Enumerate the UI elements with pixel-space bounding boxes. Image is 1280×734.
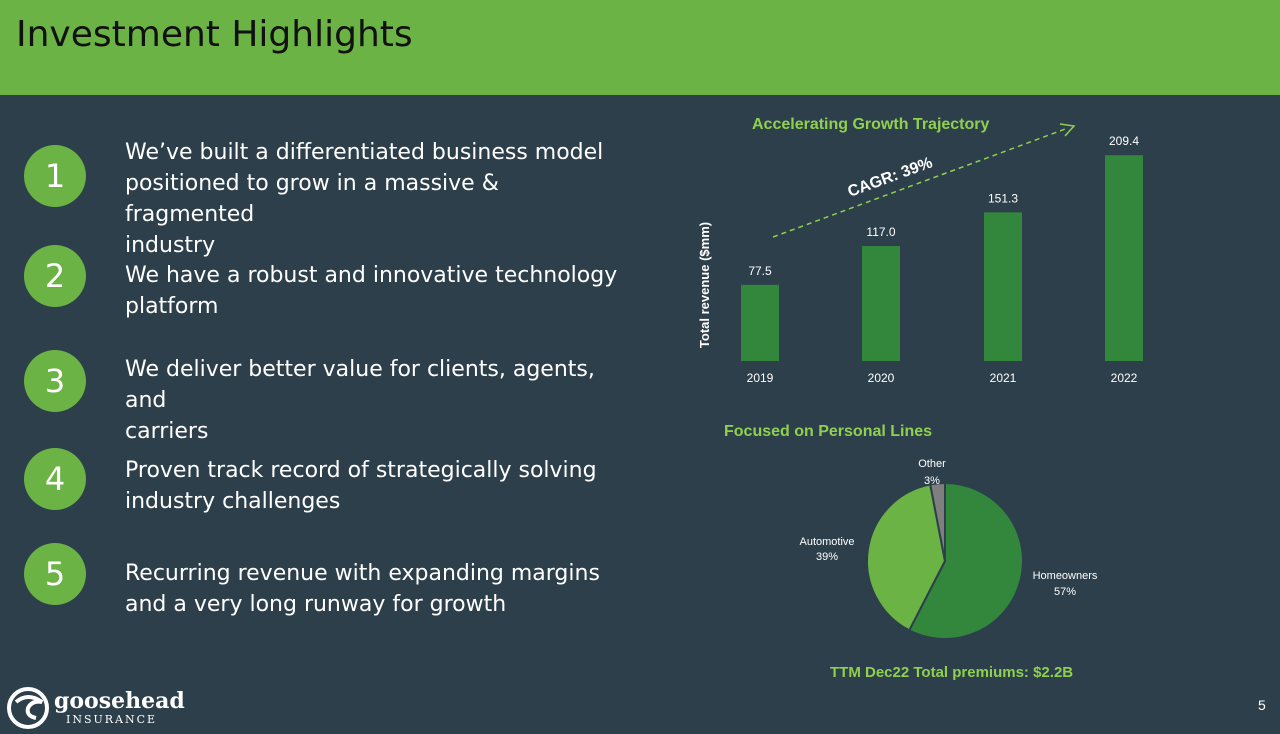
- bar-value-label: 117.0: [866, 225, 895, 239]
- highlight-number-badge: 2: [24, 245, 86, 307]
- bar-value-label: 77.5: [748, 264, 772, 278]
- x-tick-label: 2019: [747, 371, 774, 385]
- highlight-number-badge: 4: [24, 448, 86, 510]
- x-tick-labels: 2019 2020 2021 2022: [747, 371, 1138, 385]
- slice-label-automotive: Automotive: [799, 536, 854, 548]
- slice-pct-automotive: 39%: [816, 551, 838, 563]
- goose-logo-icon: [7, 687, 49, 729]
- pie-footnote: TTM Dec22 Total premiums: $2.2B: [830, 664, 1074, 681]
- slice-label-homeowners: Homeowners: [1033, 570, 1098, 582]
- y-axis-label: Total revenue ($mm): [697, 222, 712, 348]
- revenue-bar-chart: Total revenue ($mm) 2019 2020 2021 2022 77.…: [697, 123, 1143, 385]
- slice-label-other: Other: [918, 458, 946, 470]
- slice-pct-other: 3%: [924, 475, 940, 487]
- cagr-arrow-line: [772, 127, 1069, 238]
- highlight-item: 1 We’ve built a differentiated business …: [24, 140, 644, 258]
- bar-2020: [862, 246, 900, 361]
- highlight-item: 3 We deliver better value for clients, a…: [24, 350, 644, 444]
- highlight-item: 5 Recurring revenue with expanding margi…: [24, 543, 644, 623]
- x-tick-label: 2020: [868, 371, 895, 385]
- highlight-number-badge: 5: [24, 543, 86, 605]
- highlight-text: Recurring revenue with expanding margins…: [125, 561, 600, 617]
- highlight-text: Proven track record of strategically sol…: [125, 458, 597, 514]
- pie-chart-title: Focused on Personal Lines: [724, 423, 933, 440]
- bar-series: [741, 155, 1143, 361]
- bar-value-label: 151.3: [988, 191, 1018, 205]
- x-tick-label: 2021: [990, 371, 1017, 385]
- pie-slice-homeowners: [907, 481, 1024, 640]
- x-tick-label: 2022: [1111, 371, 1138, 385]
- bar-2022: [1105, 155, 1143, 361]
- slice-pct-homeowners: 57%: [1054, 586, 1076, 598]
- goosehead-logo: goosehead INSURANCE: [6, 686, 186, 730]
- bar-chart-title: Accelerating Growth Trajectory: [752, 116, 990, 133]
- pie-slices: [866, 481, 1024, 640]
- cagr-arrowhead: [1059, 123, 1076, 137]
- header-bar: Investment Highlights: [0, 0, 1280, 95]
- bar-2021: [984, 212, 1022, 361]
- highlight-text: We’ve built a differentiated business mo…: [125, 140, 604, 258]
- cagr-annotation: CAGR: 39%: [846, 154, 935, 200]
- value-labels: 77.5 117.0 151.3 209.4: [748, 134, 1139, 278]
- highlight-number-badge: 3: [24, 350, 86, 412]
- highlight-number-badge: 1: [24, 145, 86, 207]
- highlight-item: 2 We have a robust and innovative techno…: [24, 245, 644, 325]
- highlight-text: We have a robust and innovative technolo…: [125, 263, 618, 319]
- pie-slice-other: [929, 481, 946, 562]
- highlight-text: We deliver better value for clients, age…: [125, 357, 595, 444]
- page-number: 5: [1258, 697, 1266, 713]
- highlight-item: 4 Proven track record of strategically s…: [24, 448, 644, 528]
- bar-2019: [741, 284, 779, 361]
- page-title: Investment Highlights: [16, 14, 413, 55]
- logo-subtitle: INSURANCE: [66, 713, 158, 726]
- bar-value-label: 209.4: [1109, 134, 1139, 148]
- pie-slice-automotive: [866, 483, 947, 632]
- logo-wordmark: goosehead: [54, 688, 185, 714]
- personal-lines-pie-chart: Other 3% Automotive 39% Homeowners 57%: [799, 458, 1098, 640]
